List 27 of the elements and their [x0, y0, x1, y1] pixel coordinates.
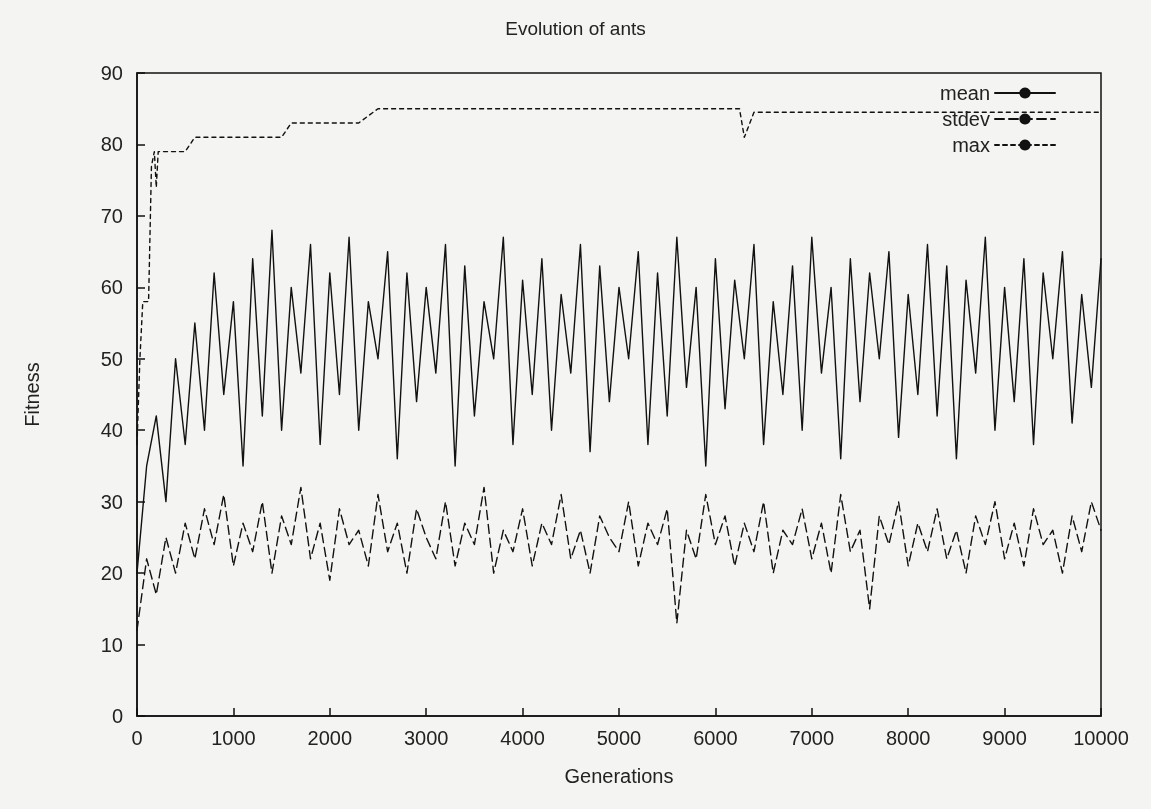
- y-tick-label: 20: [100, 562, 123, 585]
- x-tick-label: 2000: [307, 727, 353, 749]
- y-tick-label: 60: [100, 276, 123, 299]
- x-tick-label: 5000: [596, 727, 642, 749]
- y-tick-label: 10: [100, 633, 123, 656]
- legend-label: mean: [939, 82, 990, 104]
- x-tick-label: 8000: [885, 727, 931, 749]
- x-tick-label: 7000: [789, 727, 835, 749]
- legend-label: max: [952, 134, 990, 156]
- chart-title: Evolution of ants: [505, 18, 646, 39]
- y-tick-label: 70: [100, 204, 123, 227]
- y-axis-title: Fitness: [21, 362, 43, 427]
- x-tick-label: 0: [131, 727, 143, 749]
- x-tick-label: 1000: [211, 727, 256, 749]
- x-tick-label: 6000: [693, 727, 738, 749]
- x-tick-label: 10000: [1073, 727, 1129, 749]
- x-axis-title: Generations: [564, 765, 674, 787]
- x-tick-label: 4000: [500, 727, 545, 749]
- y-tick-label: 0: [111, 705, 123, 727]
- y-tick-label: 50: [100, 347, 123, 370]
- y-tick-label: 40: [100, 419, 123, 442]
- legend-label: stdev: [942, 108, 990, 130]
- x-tick-label: 3000: [403, 727, 449, 749]
- y-tick-label: 90: [100, 62, 123, 84]
- y-tick-label: 30: [100, 490, 123, 513]
- x-tick-label: 9000: [982, 727, 1027, 749]
- y-tick-label: 80: [100, 133, 123, 156]
